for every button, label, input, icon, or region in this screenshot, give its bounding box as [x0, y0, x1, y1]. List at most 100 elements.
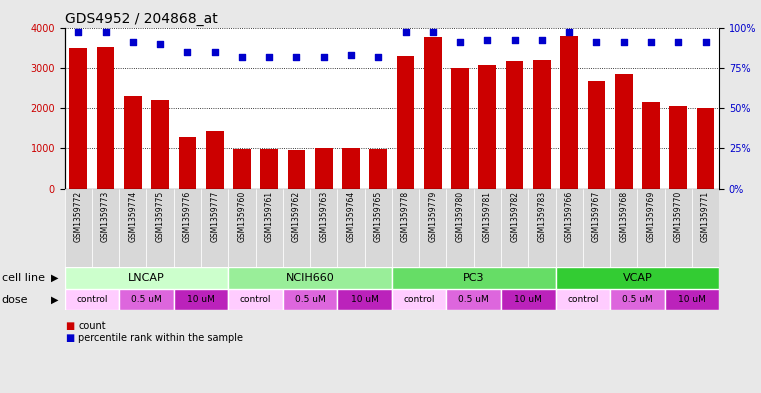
Bar [447, 189, 473, 267]
Bar [228, 289, 283, 310]
Text: ▶: ▶ [51, 273, 59, 283]
Point [591, 39, 603, 45]
Text: dose: dose [2, 295, 28, 305]
Text: GSM1359763: GSM1359763 [320, 191, 328, 242]
Point [481, 37, 493, 44]
Bar [146, 189, 174, 267]
Text: control: control [567, 295, 599, 304]
Bar [310, 189, 337, 267]
Bar [179, 137, 196, 189]
Bar [288, 151, 305, 189]
Bar [65, 267, 228, 289]
Text: control: control [76, 295, 108, 304]
Text: cell line: cell line [2, 273, 45, 283]
Bar [696, 108, 715, 189]
Bar [228, 189, 256, 267]
Text: GSM1359762: GSM1359762 [292, 191, 301, 242]
Bar [610, 289, 664, 310]
Text: GSM1359781: GSM1359781 [483, 191, 492, 242]
Point [154, 40, 166, 47]
Text: count: count [78, 321, 106, 331]
Text: GSM1359767: GSM1359767 [592, 191, 601, 242]
Point [181, 48, 193, 55]
Bar [119, 189, 146, 267]
Point [672, 39, 684, 45]
Bar [556, 189, 583, 267]
Bar [501, 189, 528, 267]
Bar [392, 289, 447, 310]
Bar [560, 37, 578, 189]
Bar [283, 289, 337, 310]
Bar [97, 47, 114, 189]
Text: GSM1359779: GSM1359779 [428, 191, 438, 242]
Bar [692, 189, 719, 267]
Text: GSM1359769: GSM1359769 [647, 191, 655, 242]
Point [291, 53, 303, 60]
Bar [228, 267, 392, 289]
Point [508, 37, 521, 44]
Text: GSM1359770: GSM1359770 [673, 191, 683, 242]
Point [100, 29, 112, 35]
Text: GSM1359780: GSM1359780 [456, 191, 464, 242]
Text: 10 uM: 10 uM [187, 295, 215, 304]
Bar [587, 81, 605, 189]
Bar [201, 189, 228, 267]
Text: GDS4952 / 204868_at: GDS4952 / 204868_at [65, 13, 218, 26]
Text: NCIH660: NCIH660 [285, 273, 335, 283]
Bar [337, 189, 365, 267]
Bar [392, 267, 556, 289]
Bar [638, 189, 664, 267]
Bar [151, 101, 169, 189]
Point [400, 29, 412, 35]
Bar [256, 189, 283, 267]
Text: GSM1359778: GSM1359778 [401, 191, 410, 242]
Point [236, 53, 248, 60]
Text: 10 uM: 10 uM [351, 295, 378, 304]
Text: 10 uM: 10 uM [678, 295, 705, 304]
Bar [392, 189, 419, 267]
Text: GSM1359761: GSM1359761 [265, 191, 274, 242]
Point [345, 52, 357, 58]
Point [72, 29, 84, 35]
Bar [365, 189, 392, 267]
Point [618, 39, 630, 45]
Text: GSM1359777: GSM1359777 [210, 191, 219, 242]
Bar [419, 189, 447, 267]
Bar [205, 131, 224, 189]
Text: GSM1359772: GSM1359772 [74, 191, 83, 242]
Bar [473, 189, 501, 267]
Bar [69, 48, 88, 189]
Bar [92, 189, 119, 267]
Text: 0.5 uM: 0.5 uM [295, 295, 326, 304]
Bar [369, 149, 387, 189]
Bar [556, 267, 719, 289]
Bar [533, 60, 551, 189]
Text: GSM1359764: GSM1359764 [346, 191, 355, 242]
Text: LNCAP: LNCAP [128, 273, 165, 283]
Bar [396, 56, 415, 189]
Point [536, 37, 548, 44]
Point [317, 53, 330, 60]
Text: control: control [240, 295, 272, 304]
Bar [556, 289, 610, 310]
Point [699, 39, 712, 45]
Bar [501, 289, 556, 310]
Bar [451, 68, 469, 189]
Point [263, 53, 275, 60]
Bar [528, 189, 556, 267]
Text: GSM1359766: GSM1359766 [565, 191, 574, 242]
Bar [583, 189, 610, 267]
Bar [315, 148, 333, 189]
Bar [233, 149, 251, 189]
Text: 0.5 uM: 0.5 uM [131, 295, 162, 304]
Text: GSM1359765: GSM1359765 [374, 191, 383, 242]
Text: VCAP: VCAP [622, 273, 652, 283]
Bar [642, 102, 660, 189]
Text: control: control [403, 295, 435, 304]
Text: GSM1359783: GSM1359783 [537, 191, 546, 242]
Text: GSM1359775: GSM1359775 [156, 191, 164, 242]
Point [645, 39, 657, 45]
Bar [342, 148, 360, 189]
Bar [670, 106, 687, 189]
Bar [260, 149, 278, 189]
